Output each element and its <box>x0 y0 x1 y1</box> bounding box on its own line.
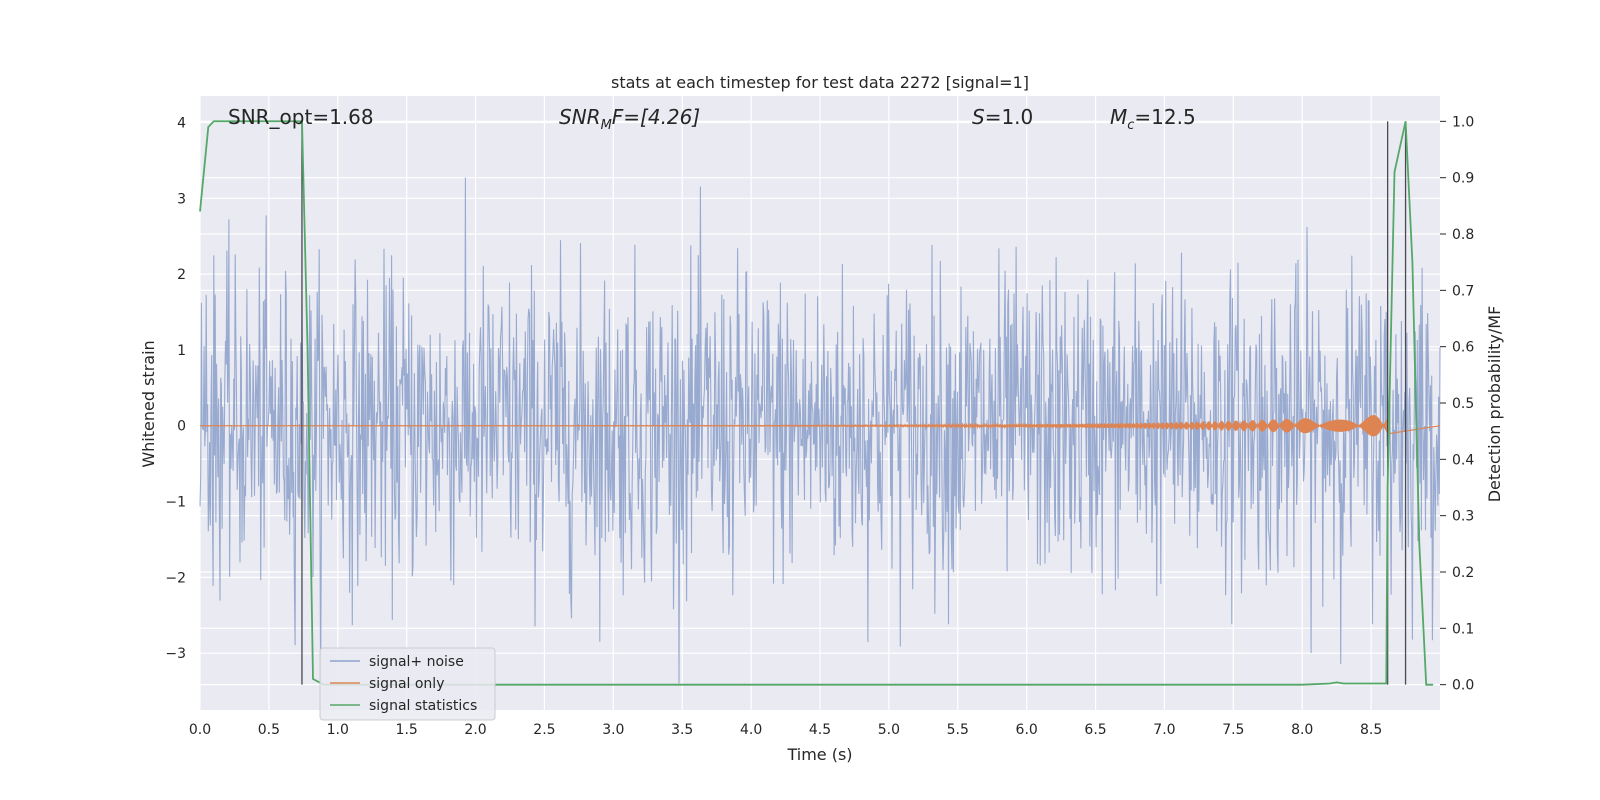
signal-plus-noise-series <box>199 177 1441 684</box>
x-tick-label: 7.0 <box>1153 722 1175 738</box>
signal-plus-noise-line <box>199 177 1441 684</box>
y-tick-label: 2 <box>177 267 186 283</box>
snr-mf-sub: M <box>601 118 612 133</box>
x-tick-label: 3.5 <box>671 722 693 738</box>
x-tick-label: 6.0 <box>1016 722 1038 738</box>
x-tick-label: 4.0 <box>740 722 762 738</box>
x-axis-label: Time (s) <box>786 745 852 764</box>
y-tick-label: 4 <box>177 116 186 132</box>
signal-only-line <box>199 415 1441 437</box>
x-tick-label: 5.0 <box>878 722 900 738</box>
y-axis-ticks: −3 −2 −1 0 1 2 3 4 <box>165 116 186 663</box>
snr-mf-main: SNR <box>559 105 601 129</box>
y2-tick-label: 0.9 <box>1452 171 1474 187</box>
mc-sub: c <box>1127 118 1134 133</box>
y2-tick-label: 0.2 <box>1452 565 1474 581</box>
y2-axis-label: Detection probability/MF <box>1485 306 1504 503</box>
y-tick-label: 3 <box>177 191 186 207</box>
x-tick-label: 2.5 <box>533 722 555 738</box>
x-axis-ticks: 0.0 0.5 1.0 1.5 2.0 2.5 3.0 3.5 4.0 4.5 5.0 5.5 6.0 6… <box>189 722 1382 738</box>
x-tick-label: 5.5 <box>947 722 969 738</box>
mc-annotation: Mc=12.5 <box>1110 105 1196 133</box>
signal-only-series <box>199 415 1441 437</box>
x-tick-label: 4.5 <box>809 722 831 738</box>
mc-rest: =12.5 <box>1134 105 1195 129</box>
y2-tick-label: 0.8 <box>1452 227 1474 243</box>
y2-tick-label: 1.0 <box>1452 114 1474 130</box>
x-tick-label: 6.5 <box>1084 722 1106 738</box>
y-tick-label: 1 <box>177 343 186 359</box>
snr-mf-rest: F=[4.26] <box>612 105 700 129</box>
x-tick-label: 1.5 <box>396 722 418 738</box>
y2-tick-label: 0.3 <box>1452 509 1474 525</box>
x-tick-label: 1.0 <box>327 722 349 738</box>
s-main: S <box>972 105 985 129</box>
x-tick-label: 0.0 <box>189 722 211 738</box>
snr-mf-annotation: SNRMF=[4.26] <box>559 105 700 133</box>
y2-tick-label: 0.5 <box>1452 396 1474 412</box>
legend-label-signal-statistics: signal statistics <box>369 698 477 714</box>
x-tick-label: 7.5 <box>1222 722 1244 738</box>
y-tick-label: −1 <box>165 495 186 511</box>
s-rest: =1.0 <box>985 105 1034 129</box>
y2-tick-label: 0.0 <box>1452 678 1474 694</box>
s-annotation: S=1.0 <box>972 105 1033 129</box>
x-tick-label: 0.5 <box>258 722 280 738</box>
legend-label-signal-noise: signal+ noise <box>369 654 464 670</box>
x-tick-label: 2.0 <box>464 722 486 738</box>
chart-title: stats at each timestep for test data 227… <box>611 73 1029 92</box>
y2-tick-label: 0.1 <box>1452 621 1474 637</box>
y2-tick-label: 0.6 <box>1452 340 1474 356</box>
x-tick-label: 8.5 <box>1360 722 1382 738</box>
x-tick-label: 8.0 <box>1291 722 1313 738</box>
legend-box <box>319 647 496 721</box>
snr-opt-annotation: SNR_opt=1.68 <box>228 105 374 129</box>
legend-label-signal-only: signal only <box>369 676 444 692</box>
signal-statistics-line <box>199 120 1434 686</box>
y-axis-label: Whitened strain <box>139 340 158 467</box>
signal-statistics-series <box>199 120 1434 686</box>
y2-tick-label: 0.7 <box>1452 283 1474 299</box>
x-tick-label: 3.0 <box>602 722 624 738</box>
y2-axis-ticks: 0.0 0.1 0.2 0.3 0.4 0.5 0.6 0.7 0.8 0.9 1.0 <box>1440 114 1474 694</box>
y2-tick-label: 0.4 <box>1452 452 1474 468</box>
legend: signal+ noise signal only signal statist… <box>319 647 496 721</box>
mc-main: M <box>1110 105 1127 129</box>
y-tick-label: −3 <box>165 646 186 662</box>
y-tick-label: 0 <box>177 419 186 435</box>
y-tick-label: −2 <box>165 570 186 586</box>
